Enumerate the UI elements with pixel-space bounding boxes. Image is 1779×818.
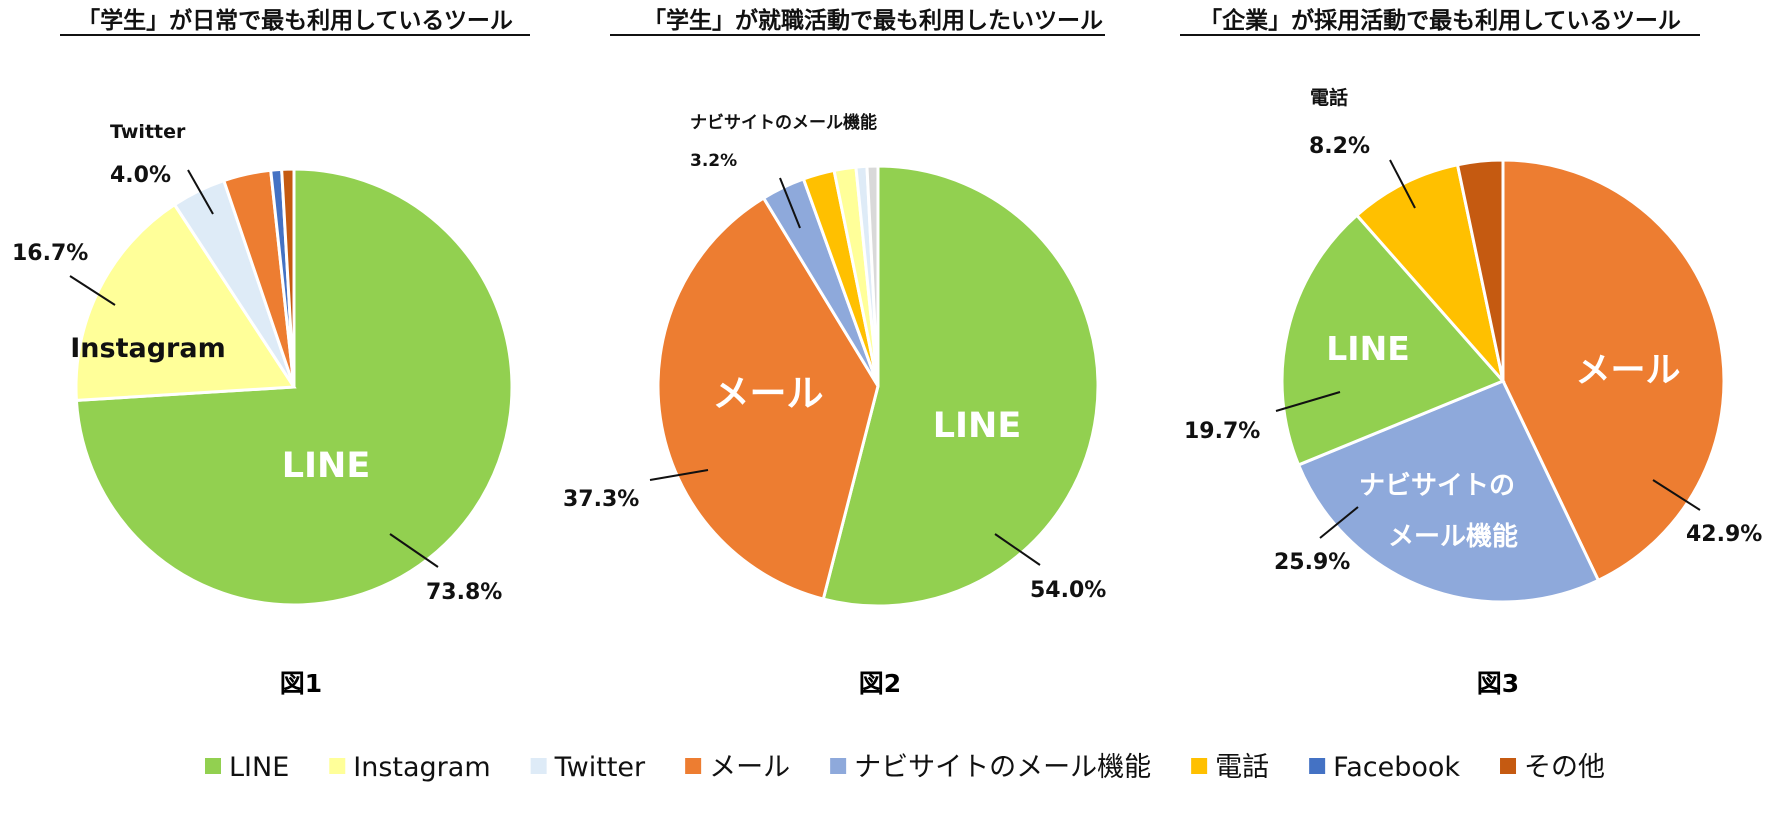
chart-2-pie: [656, 164, 1100, 608]
chart-2-title: 「学生」が就職活動で最も利用したいツール: [643, 7, 1103, 34]
chart-2: 「学生」が就職活動で最も利用したいツール 54.0% 37.3% 3.2% ナビ…: [563, 7, 1106, 698]
legend-swatch: [1309, 758, 1326, 774]
legend-label: Twitter: [554, 752, 646, 783]
chart-2-slice-line: [821, 164, 1100, 608]
leader-line: [1275, 391, 1341, 412]
legend-label: 電話: [1215, 752, 1269, 783]
legend-swatch: [1500, 758, 1517, 774]
legend-swatch: [530, 758, 547, 774]
chart-2-figure-label: 図2: [859, 669, 901, 698]
chart-1-label-instagram-pct: 16.7%: [12, 241, 88, 266]
chart-1-inner-line: LINE: [282, 446, 371, 486]
legend-swatch: [1191, 758, 1208, 774]
leader-line: [649, 469, 709, 481]
chart-3-inner-navi-2: メール機能: [1388, 521, 1518, 552]
chart-3-slice-series-0: [1501, 158, 1726, 583]
chart-2-label-mail-pct: 37.3%: [563, 487, 639, 512]
chart-1-leaders: [69, 169, 439, 568]
chart-2-leaders: [649, 177, 1041, 566]
leader-line: [1319, 506, 1359, 539]
chart-2-inner-line: LINE: [933, 406, 1022, 446]
leader-line: [1389, 159, 1416, 209]
chart-3-inner-navi-1: ナビサイトの: [1359, 471, 1515, 501]
legend-label: Facebook: [1333, 752, 1460, 783]
leader-line: [1652, 479, 1701, 511]
legend-label: メール: [709, 752, 790, 783]
chart-1-slice-series-5: [280, 167, 296, 388]
chart-2-label-line-pct: 54.0%: [1030, 578, 1106, 603]
chart-1-figure-label: 図1: [280, 669, 322, 698]
chart-3-title: 「企業」が採用活動で最も利用しているツール: [1199, 7, 1681, 34]
chart-2-slice-series-6: [865, 164, 880, 387]
chart-1-label-twitter-pct: 4.0%: [110, 163, 171, 188]
leader-line: [69, 275, 116, 306]
chart-3-slice-series-1: [1296, 379, 1601, 604]
legend: LINE Instagram Twitter メール ナビサイトのメール機能 電話 Face…: [205, 752, 1605, 783]
chart-3: 「企業」が採用活動で最も利用しているツール 42.9% 25.9% 19.7% …: [1180, 7, 1762, 698]
chart-3-label-phone-pct: 8.2%: [1309, 134, 1370, 159]
chart-1-inner-instagram: Instagram: [70, 333, 225, 364]
legend-label: ナビサイトのメール機能: [854, 752, 1151, 783]
chart-2-label-navi-name: ナビサイトのメール機能: [690, 112, 877, 133]
leader-line: [994, 533, 1041, 566]
legend-swatch: [205, 758, 221, 774]
chart-3-slice-line: [1280, 213, 1506, 467]
leader-line: [779, 177, 801, 229]
chart-3-leaders: [1275, 159, 1701, 539]
chart-3-label-phone-name: 電話: [1310, 86, 1348, 109]
chart-1-pie: [74, 167, 514, 607]
chart-2-inner-mail: メール: [713, 372, 824, 415]
legend-swatch: [685, 758, 702, 774]
leader-line: [187, 169, 214, 215]
chart-3-label-navi-pct: 25.9%: [1274, 550, 1350, 575]
chart-3-figure-label: 図3: [1477, 669, 1519, 698]
legend-label: LINE: [229, 752, 289, 783]
leader-line: [389, 533, 439, 568]
chart-3-label-line-pct: 19.7%: [1184, 419, 1260, 444]
chart-3-label-mail-pct: 42.9%: [1686, 522, 1762, 547]
legend-swatch: [329, 758, 346, 774]
chart-3-pie: [1280, 158, 1726, 604]
chart-3-inner-line: LINE: [1326, 329, 1409, 368]
chart-1-slice-instagram: [74, 202, 297, 402]
chart-3-slice-series-3: [1354, 162, 1506, 387]
chart-3-slice-series-4: [1455, 158, 1505, 382]
legend-swatch: [830, 758, 847, 774]
chart-2-label-navi-pct: 3.2%: [690, 151, 737, 171]
legend-label: その他: [1524, 752, 1605, 783]
chart-3-inner-mail: メール: [1575, 351, 1680, 391]
legend-label: Instagram: [353, 752, 490, 783]
chart-1-title: 「学生」が日常で最も利用しているツール: [77, 7, 513, 34]
chart-1-label-twitter-name: Twitter: [110, 121, 186, 143]
chart-1: 「学生」が日常で最も利用しているツール 73.8% 16.7% 4.0% Twi…: [12, 7, 530, 698]
chart-1-label-line-pct: 73.8%: [426, 580, 502, 605]
